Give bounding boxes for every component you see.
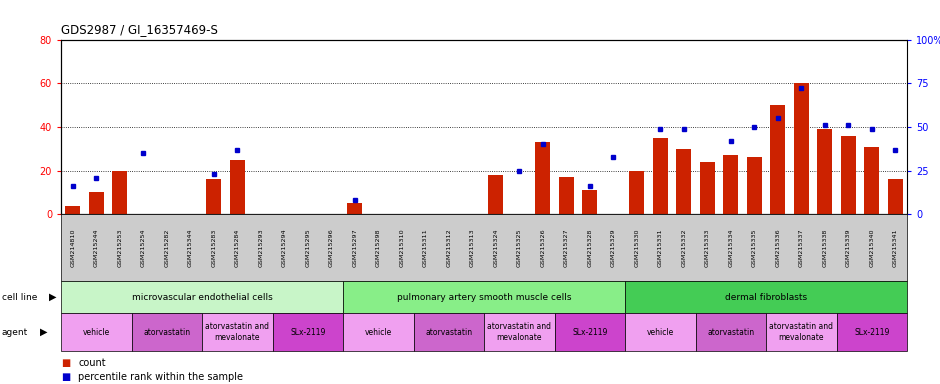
Text: GSM215328: GSM215328 bbox=[588, 229, 592, 267]
Text: GSM215334: GSM215334 bbox=[728, 228, 733, 267]
Text: microvascular endothelial cells: microvascular endothelial cells bbox=[132, 293, 273, 302]
Text: GSM215333: GSM215333 bbox=[705, 228, 710, 267]
Text: GSM215336: GSM215336 bbox=[776, 228, 780, 267]
Bar bbox=[582, 190, 598, 214]
Text: cell line: cell line bbox=[2, 293, 38, 302]
Bar bbox=[793, 83, 809, 214]
Text: GSM215295: GSM215295 bbox=[306, 228, 310, 267]
Text: GSM215330: GSM215330 bbox=[634, 228, 639, 267]
Text: ▶: ▶ bbox=[40, 327, 48, 337]
Text: GSM215327: GSM215327 bbox=[564, 228, 569, 267]
Bar bbox=[746, 157, 762, 214]
Text: GSM215331: GSM215331 bbox=[658, 228, 663, 267]
Bar bbox=[652, 138, 668, 214]
Bar bbox=[817, 129, 833, 214]
Text: vehicle: vehicle bbox=[83, 328, 110, 337]
Text: pulmonary artery smooth muscle cells: pulmonary artery smooth muscle cells bbox=[397, 293, 572, 302]
Bar bbox=[723, 155, 739, 214]
Text: ▶: ▶ bbox=[49, 292, 56, 302]
Text: GSM215332: GSM215332 bbox=[682, 228, 686, 267]
Text: GSM215313: GSM215313 bbox=[470, 228, 475, 267]
Text: atorvastatin and
mevalonate: atorvastatin and mevalonate bbox=[205, 323, 270, 342]
Bar bbox=[699, 162, 715, 214]
Bar bbox=[864, 147, 880, 214]
Bar bbox=[629, 170, 645, 214]
Text: GSM215294: GSM215294 bbox=[282, 228, 287, 267]
Text: GSM215282: GSM215282 bbox=[164, 229, 169, 267]
Text: GSM215335: GSM215335 bbox=[752, 228, 757, 267]
Text: SLx-2119: SLx-2119 bbox=[854, 328, 889, 337]
Text: GSM215293: GSM215293 bbox=[258, 228, 263, 267]
Bar bbox=[676, 149, 692, 214]
Text: GSM215297: GSM215297 bbox=[352, 228, 357, 267]
Text: SLx-2119: SLx-2119 bbox=[290, 328, 325, 337]
Text: agent: agent bbox=[2, 328, 28, 337]
Text: vehicle: vehicle bbox=[647, 328, 674, 337]
Text: GSM215340: GSM215340 bbox=[870, 228, 874, 267]
Text: atorvastatin: atorvastatin bbox=[425, 328, 473, 337]
Text: GSM215338: GSM215338 bbox=[822, 229, 827, 267]
Text: GSM215284: GSM215284 bbox=[235, 229, 240, 267]
Bar bbox=[88, 192, 104, 214]
Bar bbox=[229, 160, 245, 214]
Text: GSM215325: GSM215325 bbox=[517, 228, 522, 267]
Text: count: count bbox=[78, 358, 105, 368]
Text: GSM214810: GSM214810 bbox=[70, 228, 75, 267]
Text: GSM215337: GSM215337 bbox=[799, 228, 804, 267]
Text: ■: ■ bbox=[61, 358, 70, 368]
Text: GSM215311: GSM215311 bbox=[423, 228, 428, 267]
Text: GSM215296: GSM215296 bbox=[329, 228, 334, 267]
Bar bbox=[558, 177, 574, 214]
Text: GSM215310: GSM215310 bbox=[400, 228, 404, 267]
Text: GSM215344: GSM215344 bbox=[188, 228, 193, 267]
Text: GSM215329: GSM215329 bbox=[611, 228, 616, 267]
Text: GSM215244: GSM215244 bbox=[94, 228, 99, 267]
Text: GSM215326: GSM215326 bbox=[540, 228, 545, 267]
Text: SLx-2119: SLx-2119 bbox=[572, 328, 607, 337]
Text: GSM215341: GSM215341 bbox=[893, 228, 898, 267]
Text: GSM215283: GSM215283 bbox=[212, 229, 216, 267]
Bar bbox=[65, 205, 81, 214]
Text: GSM215253: GSM215253 bbox=[118, 228, 122, 267]
Text: percentile rank within the sample: percentile rank within the sample bbox=[78, 372, 243, 382]
Text: ■: ■ bbox=[61, 372, 70, 382]
Bar bbox=[112, 170, 128, 214]
Text: GSM215312: GSM215312 bbox=[446, 228, 451, 267]
Text: atorvastatin and
mevalonate: atorvastatin and mevalonate bbox=[769, 323, 834, 342]
Text: dermal fibroblasts: dermal fibroblasts bbox=[725, 293, 807, 302]
Bar bbox=[206, 179, 222, 214]
Bar bbox=[770, 105, 786, 214]
Text: GDS2987 / GI_16357469-S: GDS2987 / GI_16357469-S bbox=[61, 23, 218, 36]
Text: atorvastatin: atorvastatin bbox=[707, 328, 755, 337]
Text: GSM215339: GSM215339 bbox=[846, 228, 851, 267]
Text: atorvastatin: atorvastatin bbox=[143, 328, 191, 337]
Bar bbox=[535, 142, 551, 214]
Text: vehicle: vehicle bbox=[365, 328, 392, 337]
Text: GSM215254: GSM215254 bbox=[141, 228, 146, 267]
Text: GSM215324: GSM215324 bbox=[494, 228, 498, 267]
Text: GSM215298: GSM215298 bbox=[376, 228, 381, 267]
Text: atorvastatin and
mevalonate: atorvastatin and mevalonate bbox=[487, 323, 552, 342]
Bar bbox=[488, 175, 504, 214]
Bar bbox=[887, 179, 903, 214]
Bar bbox=[347, 204, 363, 214]
Bar bbox=[840, 136, 856, 214]
